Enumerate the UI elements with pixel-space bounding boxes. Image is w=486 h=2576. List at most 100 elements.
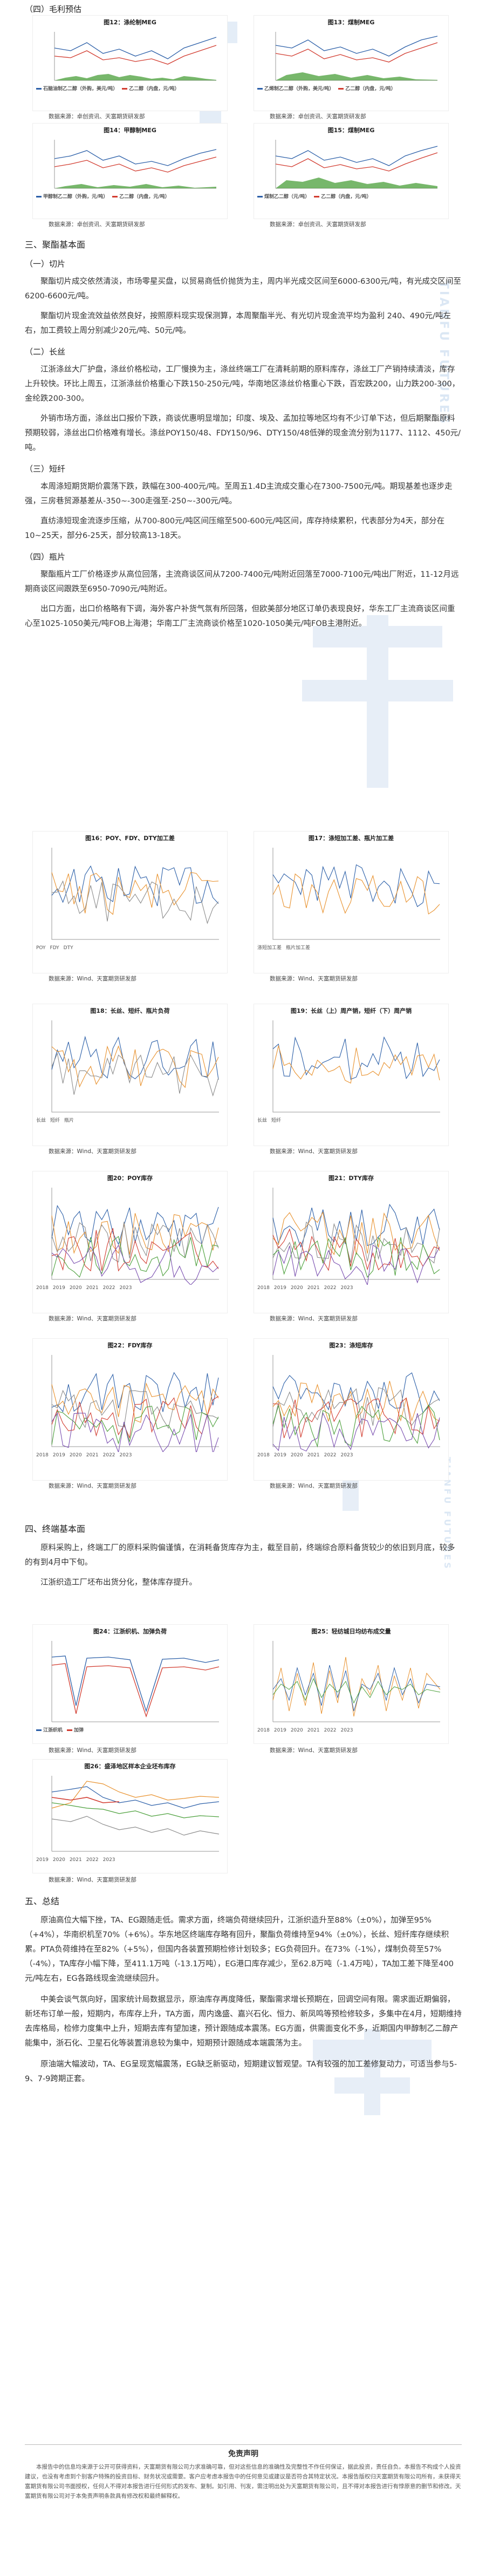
legend-item: 2022 <box>324 1285 337 1291</box>
legend-item: 2022 <box>102 1285 115 1291</box>
legend-item: 2020 <box>69 1453 82 1458</box>
series-line <box>272 873 440 915</box>
legend-item: 2023 <box>119 1285 132 1291</box>
data-source: 数据来源：Wind、天富期货研发部 <box>270 1316 358 1322</box>
series-line <box>51 880 219 924</box>
legend-item: 2021 <box>86 1285 99 1291</box>
legend-item: 2020 <box>52 1857 65 1863</box>
section-summary: 五、总结 原油高位大幅下挫，TA、EG跟随走低。需求方面，终端负荷继续回升，江浙… <box>25 1894 462 2087</box>
series-line <box>51 1213 219 1255</box>
legend-item: 2019 <box>273 1453 286 1458</box>
chart-fig17: 图17：涤短加工差、瓶片加工差 涤短加工差 瓶片加工差 <box>254 831 449 973</box>
legend-item: 2018 <box>257 1285 270 1291</box>
paragraph: 聚酯瓶片工厂价格逐步从高位回落，主流商谈区间从7200-7400元/吨附近回落至… <box>25 570 459 594</box>
chart-fig22: 图22：FDY库存 2018 2019 2020 2021 2022 2023 <box>32 1338 228 1481</box>
legend-item: 乙烯制乙二醇（外购，美元/吨） <box>264 86 334 92</box>
legend-item: 甲醇制乙二醇（外购，元/吨） <box>43 194 108 200</box>
data-source: 数据来源：Wind、天富期货研发部 <box>49 1316 136 1322</box>
chart-fig15: 图15：煤制MEG 煤制乙二醇（元/吨） 乙二醇（内盘，元/吨） <box>254 123 449 219</box>
series-line <box>51 1382 219 1423</box>
chart-plot <box>51 1020 219 1113</box>
legend-item: 2022 <box>102 1453 115 1458</box>
legend-item: 2018 <box>257 1453 270 1458</box>
legend-item: 2021 <box>69 1857 82 1863</box>
data-source: 数据来源：Wind、天富期货研发部 <box>49 1483 136 1489</box>
series-line <box>51 1204 219 1246</box>
chart-title: 图17：涤短加工差、瓶片加工差 <box>308 835 394 842</box>
legend-item: POY <box>36 945 46 951</box>
legend-item: 2020 <box>290 1453 303 1458</box>
series-line <box>51 1035 219 1080</box>
legend-item: 瓶片 <box>64 1118 74 1123</box>
disclaimer-title: 免责声明 <box>228 2450 258 2458</box>
chart-plot <box>275 32 438 81</box>
subsection-heading: （二）长丝 <box>25 347 66 357</box>
chart-title: 图24：江浙织机、加弹负荷 <box>93 1628 167 1635</box>
chart-title: 图23：涤短库存 <box>329 1342 373 1349</box>
chart-fig25: 图25：轻纺城日均纺布成交量 2018 2019 2020 2021 2022 2023 <box>254 1624 449 1744</box>
chart-title: 图14：甲醇制MEG <box>104 127 156 134</box>
data-source: 数据来源：Wind、天富期货研发部 <box>270 976 358 982</box>
series-line <box>51 865 219 907</box>
series-line <box>272 864 440 908</box>
series-line <box>272 1045 440 1084</box>
legend-item: 2018 <box>36 1285 49 1291</box>
watermark-char-4 <box>313 2029 432 2115</box>
data-source: 数据来源：Wind、天富期货研发部 <box>49 1747 136 1754</box>
data-source: 数据来源：Wind、天富期货研发部 <box>49 1877 136 1883</box>
chart-title: 图25：轻纺城日均纺布成交量 <box>311 1628 391 1635</box>
series-line <box>51 1412 219 1452</box>
chart-fig13: 图13：煤制MEG 乙烯制乙二醇（外购，美元/吨） 乙二醇（内盘，元/吨） <box>254 15 449 111</box>
legend-item: 2019 <box>36 1857 49 1863</box>
legend-item: 瓶片加工差 <box>286 945 311 951</box>
legend-item: 2023 <box>102 1857 115 1863</box>
series-line <box>51 1372 219 1413</box>
series-line <box>272 1381 440 1422</box>
section-heading: （四）毛利预估 <box>25 4 82 14</box>
legend-item: DTY <box>63 945 73 951</box>
chart-plot <box>54 140 217 189</box>
disclaimer-text: 本报告中的信息均来源于公开可获得资料，天富期货有限公司力求准确可靠，但对这些信息… <box>25 2464 461 2499</box>
legend-item: 2020 <box>290 1285 303 1291</box>
data-source: 数据来源：Wind、天富期货研发部 <box>270 1747 358 1754</box>
paragraph: 江浙涤丝大厂护盘，涤丝价格松动，工厂慢换为主，涤丝终端工厂在清耗前期的原料库存，… <box>25 365 460 403</box>
chart-plot <box>51 1188 219 1285</box>
chart-title: 图13：煤制MEG <box>327 19 375 26</box>
legend-item: FDY <box>50 945 59 951</box>
series-line <box>51 1228 219 1272</box>
chart-title: 图26：盛泽地区样本企业坯布库存 <box>84 1763 176 1770</box>
legend-item: 2019 <box>52 1453 65 1458</box>
data-source: 数据来源：Wind、天富期货研发部 <box>49 976 136 982</box>
data-source: 数据来源：卓创资讯、天富期货研发部 <box>49 221 145 228</box>
chart-fig16: 图16：POY、FDY、DTY加工差 POY FDY DTY <box>32 831 228 973</box>
section-margin-estimate: （四）毛利预估 <box>25 3 462 15</box>
paragraph: 原料采购上，终端工厂的原料采购偏谨慎，在消耗备货库存为主，截至目前，终端综合原料… <box>25 1544 455 1567</box>
chart-plot <box>51 1776 220 1852</box>
legend-item: 2018 <box>36 1453 49 1458</box>
series-line <box>51 1045 219 1088</box>
paragraph: 原油端大幅波动，TA、EG呈现宽幅震荡，EG缺乏新驱动，短期建议暂观望。TA有较… <box>25 2060 457 2083</box>
watermark-char-2 <box>302 615 453 788</box>
series-line <box>51 1236 219 1278</box>
legend-item: 2023 <box>340 1285 353 1291</box>
legend-item: 短纤 <box>50 1118 60 1123</box>
section-terminal: 四、终端基本面 原料采购上，终端工厂的原料采购偏谨慎，在消耗备货库存为主，截至目… <box>25 1522 462 1590</box>
chart-title: 图18：长丝、短纤、瓶片负荷 <box>90 1007 170 1014</box>
legend-item: 长丝 <box>36 1118 46 1123</box>
chart-plot <box>272 1020 440 1113</box>
series-line <box>51 1406 219 1445</box>
section-polyester: 三、聚酯基本面 （一）切片 聚酯切片成交依然清淡，市场零星买盘，以贸易商低价抛货… <box>25 237 462 631</box>
chart-fig24: 图24：江浙织机、加弹负荷 江浙织机 加弹 <box>32 1624 228 1744</box>
legend-item: 乙二醇（内盘，元/吨） <box>129 86 180 92</box>
data-source: 数据来源：Wind、天富期货研发部 <box>49 1148 136 1155</box>
series-line <box>272 1203 440 1248</box>
chart-plot <box>54 32 217 81</box>
subsection-heading: （四）瓶片 <box>25 552 66 562</box>
legend-item: 乙二醇（内盘，元/吨） <box>321 194 372 200</box>
section-heading: 三、聚酯基本面 <box>25 240 86 250</box>
series-line <box>272 1211 440 1256</box>
series-line <box>272 1036 440 1080</box>
series-line <box>272 1387 440 1427</box>
legend-item: 2021 <box>307 1728 320 1733</box>
legend-item: 2019 <box>273 1728 286 1733</box>
